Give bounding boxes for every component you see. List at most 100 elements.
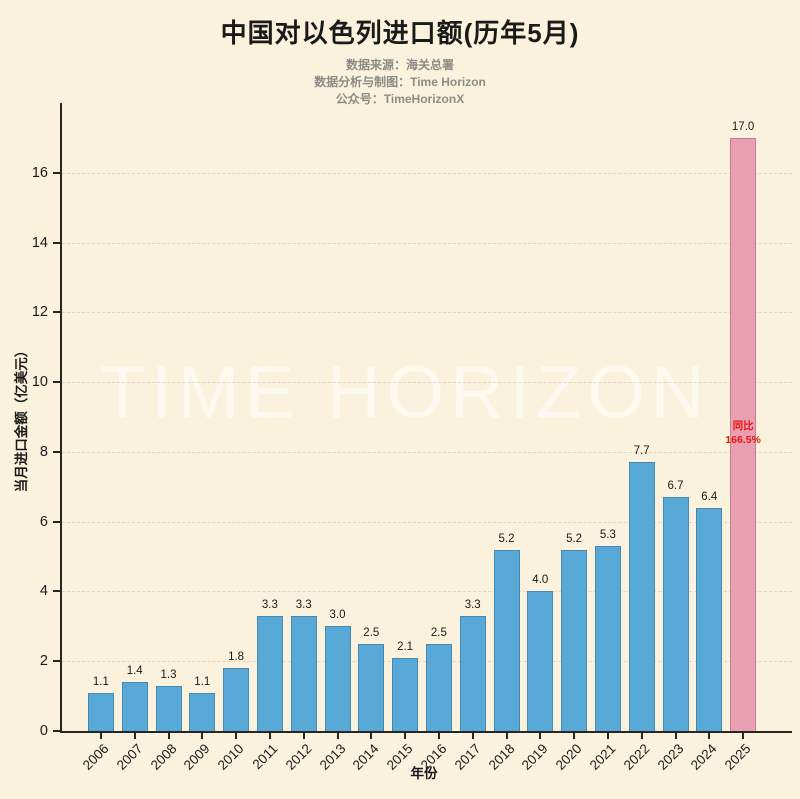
y-tick-label: 14: [31, 234, 48, 251]
y-tick-label: 12: [31, 304, 48, 321]
x-tick-label: 2006: [79, 741, 112, 773]
y-tick: [53, 660, 60, 663]
y-tick-label: 4: [39, 583, 48, 600]
y-tick-label: 16: [31, 164, 48, 181]
y-tick-label: 8: [39, 443, 48, 460]
y-tick: [53, 241, 60, 244]
bar: [628, 462, 655, 731]
bar-value-label: 2.5: [430, 626, 447, 639]
x-tick: [573, 733, 576, 739]
x-tick-label: 2010: [214, 741, 247, 773]
bar-value-label: 5.3: [599, 529, 616, 542]
yoy-annotation: 同比 166.5%: [725, 420, 761, 447]
bar-value-label: 2.1: [397, 640, 414, 653]
subtitle-account: 公众号：TimeHorizonX: [335, 92, 465, 106]
x-tick-label: 2007: [113, 741, 146, 773]
x-tick-label: 2011: [249, 741, 281, 773]
x-tick: [235, 733, 238, 739]
x-tick-label: 2022: [620, 741, 653, 773]
annotation-line: 166.5%: [725, 434, 761, 447]
bar: [121, 682, 148, 731]
bar: [459, 615, 486, 731]
y-tick: [53, 730, 60, 732]
subtitle-author: 数据分析与制图：Time Horizon: [314, 75, 486, 89]
bar: [493, 549, 520, 731]
bar-value-label: 1.1: [194, 675, 211, 688]
bar: [290, 615, 317, 731]
y-tick-label: 6: [39, 513, 48, 530]
bar-value-label: 17.0: [731, 120, 755, 133]
bar-value-label: 3.0: [329, 609, 346, 622]
x-tick-label: 2020: [552, 741, 585, 773]
x-tick: [505, 733, 508, 739]
y-axis-label: 当月进口金额（亿美元）: [14, 343, 29, 493]
x-tick: [302, 733, 305, 739]
bar: [527, 591, 554, 731]
y-tick-label: 0: [39, 723, 48, 739]
x-tick: [167, 733, 170, 739]
bar: [324, 626, 351, 731]
bar-value-label: 5.2: [566, 532, 583, 545]
x-tick-label: 2018: [485, 741, 518, 773]
y-tick: [53, 171, 60, 174]
bar-value-label: 1.8: [228, 651, 245, 664]
y-tick-label: 10: [31, 374, 48, 391]
x-tick-label: 2012: [282, 741, 315, 773]
bar-value-label: 5.2: [498, 532, 515, 545]
bar-value-label: 2.5: [363, 626, 380, 639]
bar-value-label: 3.3: [295, 598, 312, 611]
y-tick: [53, 520, 60, 523]
gridline: [62, 312, 792, 314]
x-tick-label: 2021: [586, 741, 619, 773]
gridline: [62, 382, 792, 384]
bar: [358, 643, 385, 731]
x-tick-label: 2014: [350, 741, 382, 773]
x-tick: [471, 733, 474, 739]
x-tick: [606, 733, 609, 739]
x-tick: [268, 733, 271, 739]
bar: [561, 549, 588, 731]
bar: [392, 657, 419, 731]
x-tick-label: 2023: [654, 741, 687, 773]
y-axis-line: [60, 103, 62, 733]
x-tick-label: 2025: [721, 741, 754, 773]
y-tick: [53, 590, 60, 593]
bar-value-label: 6.7: [667, 480, 684, 493]
y-tick: [53, 381, 60, 384]
bar: [425, 643, 452, 731]
x-tick: [437, 733, 440, 739]
bar-value-label: 1.3: [160, 668, 177, 681]
bar: [223, 668, 250, 731]
bar: [594, 546, 621, 731]
bar-value-label: 6.4: [701, 490, 718, 503]
bar-value-label: 7.7: [633, 445, 650, 458]
x-tick: [708, 733, 711, 739]
x-tick: [133, 733, 136, 739]
annotation-line: 同比: [732, 420, 754, 433]
bar: [696, 507, 723, 731]
y-tick-label: 2: [39, 653, 48, 670]
bar-value-label: 3.3: [261, 598, 278, 611]
bar: [87, 692, 114, 731]
x-tick-label: 2013: [316, 741, 349, 773]
x-tick: [99, 733, 102, 739]
x-tick: [640, 733, 643, 739]
bar: [155, 685, 182, 731]
x-tick-label: 2019: [519, 741, 551, 773]
x-tick: [404, 733, 407, 739]
y-tick: [53, 450, 60, 453]
gridline: [62, 172, 792, 174]
x-tick-label: 2024: [688, 741, 720, 773]
x-tick: [336, 733, 339, 739]
bar-value-label: 1.1: [92, 675, 109, 688]
bar: [256, 615, 283, 731]
y-tick: [53, 311, 60, 314]
gridline: [62, 242, 792, 244]
gridline: [62, 591, 792, 593]
x-tick: [539, 733, 542, 739]
subtitle-data-source: 数据来源：海关总署: [345, 58, 454, 72]
bar-value-label: 1.4: [126, 665, 143, 678]
gridline: [62, 451, 792, 453]
plot-area: TIME HORIZON 0 2 4 6 8 10 12 14 16 1.1 2006 1.4 2007…: [32, 103, 792, 773]
